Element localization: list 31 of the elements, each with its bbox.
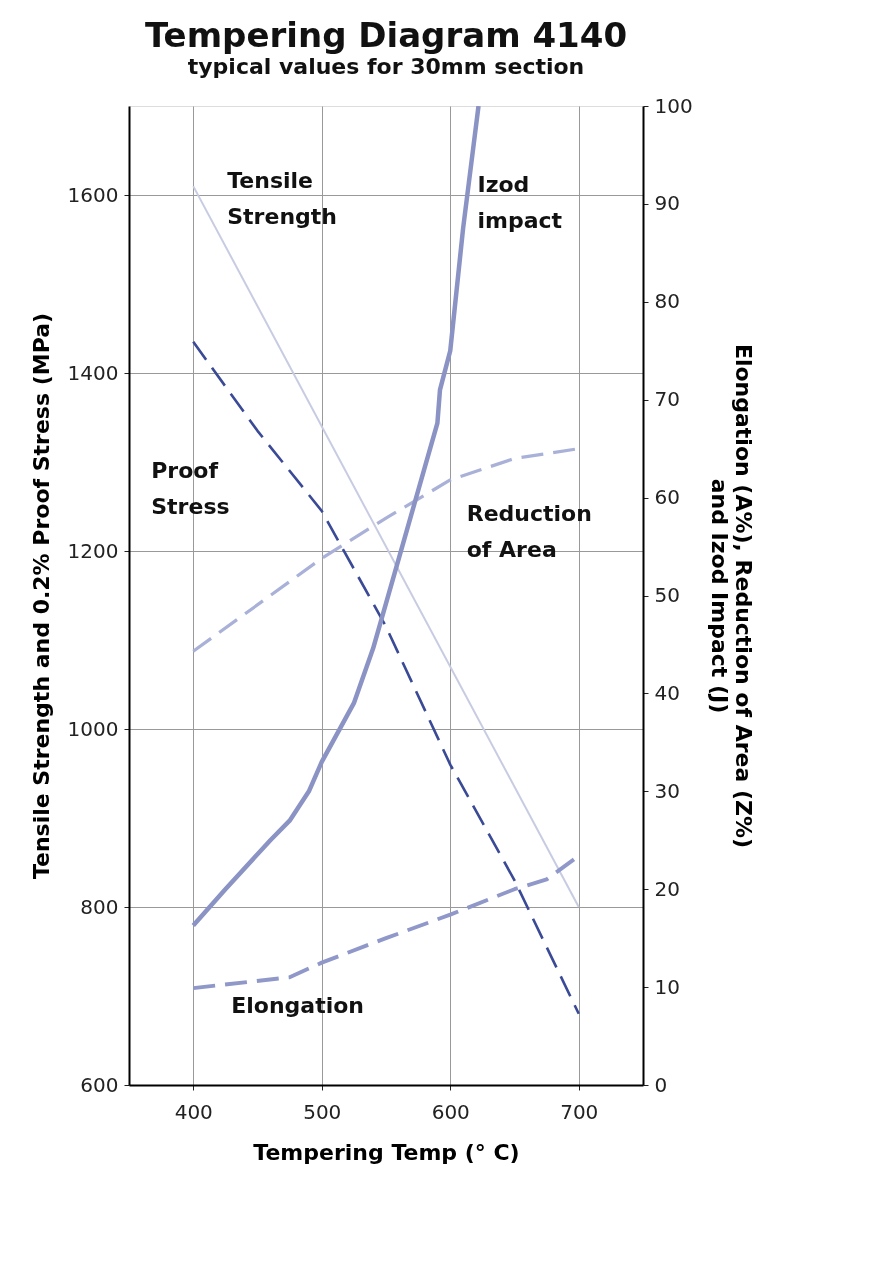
y-tick-label: 1600: [67, 182, 119, 207]
y-tick-label: 1400: [67, 360, 119, 385]
chart-title: Tempering Diagram 4140: [144, 15, 628, 55]
y-tick-label: 1000: [67, 716, 119, 741]
series-label: Elongation: [231, 993, 365, 1019]
y-tick-label: 800: [80, 894, 119, 919]
y2-tick-label: 10: [654, 974, 680, 999]
x-tick-label: 600: [431, 1099, 470, 1124]
y2-axis-title: Elongation (A%), Reduction of Area (Z%) and Izod Impact (J): [706, 343, 756, 849]
y-axis-title: Tensile Strength and 0.2% Proof Stress (MPa): [28, 312, 54, 880]
y-tick-label: 1200: [67, 538, 119, 563]
y2-tick-label: 100: [654, 93, 693, 118]
y2-tick-label: 40: [654, 680, 680, 705]
y2-tick-label: 90: [654, 191, 680, 216]
y2-tick-label: 0: [654, 1072, 668, 1097]
y2-tick-label: 20: [654, 876, 680, 901]
y-tick-label: 600: [80, 1072, 119, 1097]
series-label: Izod impact: [477, 172, 563, 233]
series-label: Reduction of Area: [466, 500, 592, 562]
y2-tick-label: 30: [654, 778, 680, 803]
y2-tick-label: 80: [654, 289, 680, 314]
x-axis-title: Tempering Temp (° C): [253, 1139, 520, 1165]
chart-subtitle: typical values for 30mm section: [187, 54, 585, 79]
x-tick-label: 400: [174, 1099, 213, 1124]
y2-tick-label: 60: [654, 485, 680, 510]
series-label: Tensile Strength: [227, 168, 337, 230]
y2-tick-label: 50: [654, 583, 680, 607]
x-tick-label: 700: [560, 1099, 599, 1124]
x-tick-label: 500: [303, 1099, 342, 1124]
y2-tick-label: 70: [654, 387, 680, 412]
series-label: Proof Stress: [151, 457, 230, 519]
